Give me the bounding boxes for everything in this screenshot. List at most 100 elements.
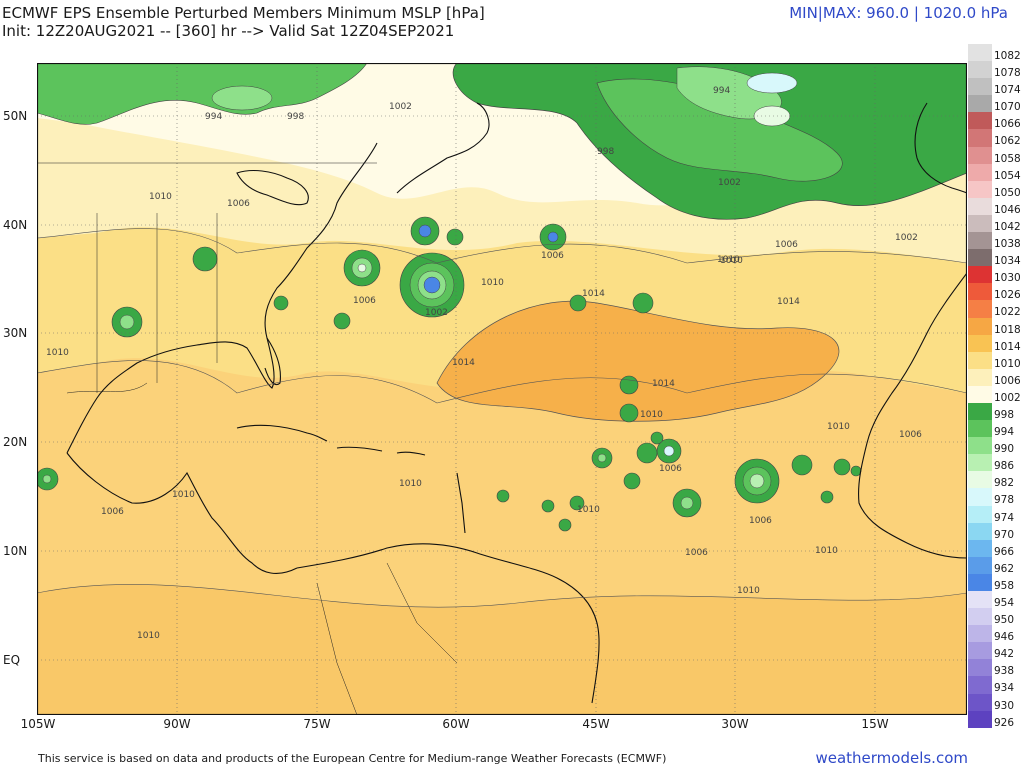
colorbar-label: 1006 — [994, 374, 1021, 387]
colorbar-swatch: 1034 — [968, 249, 1021, 267]
colorbar-swatch: 950 — [968, 608, 1014, 626]
colorbar-swatch: 930 — [968, 693, 1014, 712]
isobar-label: 1010 — [399, 479, 422, 489]
isobar-label: 1006 — [659, 464, 682, 474]
lon-label-75w: 75W — [303, 717, 331, 731]
isobar-label: 1002 — [895, 233, 918, 243]
colorbar-swatch: 1042 — [968, 214, 1021, 233]
colorbar-label: 1046 — [994, 203, 1021, 216]
colorbar-label: 946 — [994, 631, 1015, 644]
lat-label-10n: 10N — [3, 544, 28, 558]
isobar-label: 1006 — [775, 240, 798, 250]
lat-label-40n: 40N — [3, 218, 28, 232]
lon-label-105w: 105W — [20, 717, 56, 731]
isobar-contours — [37, 228, 967, 608]
colorbar-label: 1042 — [994, 220, 1021, 233]
isobar-label: 1006 — [227, 199, 250, 209]
colorbar-label: 982 — [994, 477, 1015, 490]
colorbar-swatch: 1014 — [968, 334, 1021, 353]
isobar-label: 1010 — [137, 631, 160, 641]
colorbar-swatch: 934 — [968, 676, 1014, 694]
isobar-label: 1014 — [452, 358, 475, 368]
isobar-label: 994 — [205, 112, 222, 122]
mslp-map: 994 998 1002 1006 1010 1014 994 998 1002… — [37, 63, 967, 715]
isobar-label: 1010 — [815, 546, 838, 556]
colorbar-swatch: 1054 — [968, 163, 1021, 182]
map-subtitle: Init: 12Z20AUG2021 -- [360] hr --> Valid… — [2, 22, 455, 40]
colorbar-label: 1078 — [994, 67, 1021, 80]
colorbar-swatch: 1050 — [968, 180, 1021, 199]
colorbar-label: 1002 — [994, 391, 1021, 404]
colorbar-label: 1026 — [994, 289, 1021, 302]
isobar-label: 1006 — [541, 251, 564, 261]
colorbar-swatch: 942 — [968, 642, 1014, 660]
isobar-label: 1010 — [720, 256, 743, 266]
isobar-label: 1006 — [685, 548, 708, 558]
colorbar-swatch: 1038 — [968, 232, 1021, 250]
colorbar-swatch: 958 — [968, 573, 1014, 592]
colorbar-swatch: 926 — [968, 710, 1014, 729]
lat-label-eq: EQ — [3, 653, 21, 667]
colorbar-swatch: 974 — [968, 505, 1014, 524]
colorbar-swatch: 994 — [968, 420, 1014, 438]
colorbar-label: 1018 — [994, 323, 1021, 336]
colorbar-swatch: 990 — [968, 437, 1014, 455]
colorbar-label: 1082 — [994, 50, 1021, 62]
colorbar-label: 1038 — [994, 238, 1021, 251]
colorbar-swatch: 1078 — [968, 61, 1021, 79]
northern-low-secondary — [753, 105, 791, 127]
colorbar-swatch: 986 — [968, 454, 1014, 472]
colorbar-swatch: 1070 — [968, 95, 1021, 113]
colorbar-label: 974 — [994, 511, 1015, 524]
colorbar-label: 950 — [994, 614, 1015, 627]
isobar-label: 1010 — [827, 422, 850, 432]
colorbar-label: 1034 — [994, 255, 1021, 268]
colorbar-swatch: 970 — [968, 522, 1014, 541]
brand-link[interactable]: weathermodels.com — [815, 749, 968, 767]
isobar-label: 1014 — [582, 289, 605, 299]
colorbar-label: 1010 — [994, 357, 1021, 370]
colorbar-swatch: 978 — [968, 488, 1014, 506]
colorbar-label: 1030 — [994, 272, 1021, 285]
isobar-label: 1010 — [149, 192, 172, 202]
isobar-label: 1002 — [425, 308, 448, 318]
isobar-label: 1006 — [101, 507, 124, 517]
isobar-label: 998 — [287, 112, 304, 122]
colorbar-label: 934 — [994, 682, 1015, 695]
lat-label-30n: 30N — [3, 326, 28, 340]
northwest-low-core — [211, 85, 273, 111]
coastlines — [66, 102, 967, 704]
colorbar-swatch: 1026 — [968, 283, 1021, 301]
colorbar-swatch: 966 — [968, 539, 1014, 558]
graticule — [37, 63, 967, 715]
colorbar-label: 1054 — [994, 169, 1021, 182]
isobar-labels: 994 998 1002 1006 1010 1014 994 998 1002… — [46, 86, 922, 641]
colorbar-label: 998 — [994, 408, 1015, 421]
colorbar-label: 966 — [994, 545, 1015, 558]
colorbar-label: 1014 — [994, 340, 1021, 353]
northern-low-core — [746, 72, 798, 94]
colorbar-label: 994 — [994, 426, 1015, 439]
colorbar-label: 942 — [994, 648, 1015, 661]
colorbar-swatch: 998 — [968, 402, 1014, 421]
lon-label-60w: 60W — [442, 717, 470, 731]
lon-label-30w: 30W — [721, 717, 749, 731]
colorbar-label: 954 — [994, 597, 1015, 609]
isobar-label: 1006 — [353, 296, 376, 306]
isobar-label: 1010 — [577, 505, 600, 515]
isobar-label: 1006 — [749, 516, 772, 526]
isobar-label: 1006 — [899, 430, 922, 440]
isobar-label: 994 — [713, 86, 730, 96]
min-max-readout: MIN|MAX: 960.0 | 1020.0 hPa — [789, 4, 1008, 22]
colorbar-label: 1074 — [994, 84, 1021, 97]
colorbar-swatch: 938 — [968, 659, 1014, 677]
colorbar-label: 1070 — [994, 101, 1021, 114]
colorbar-swatch: 1010 — [968, 351, 1021, 370]
low-cluster-west — [37, 216, 567, 491]
colorbar-swatch: 1018 — [968, 317, 1021, 336]
southern-band — [37, 584, 967, 715]
colorbar-swatch: 1074 — [968, 78, 1021, 96]
colorbar-swatch: 954 — [968, 591, 1014, 609]
lon-label-15w: 15W — [861, 717, 889, 731]
colorbar-label: 930 — [994, 699, 1015, 712]
